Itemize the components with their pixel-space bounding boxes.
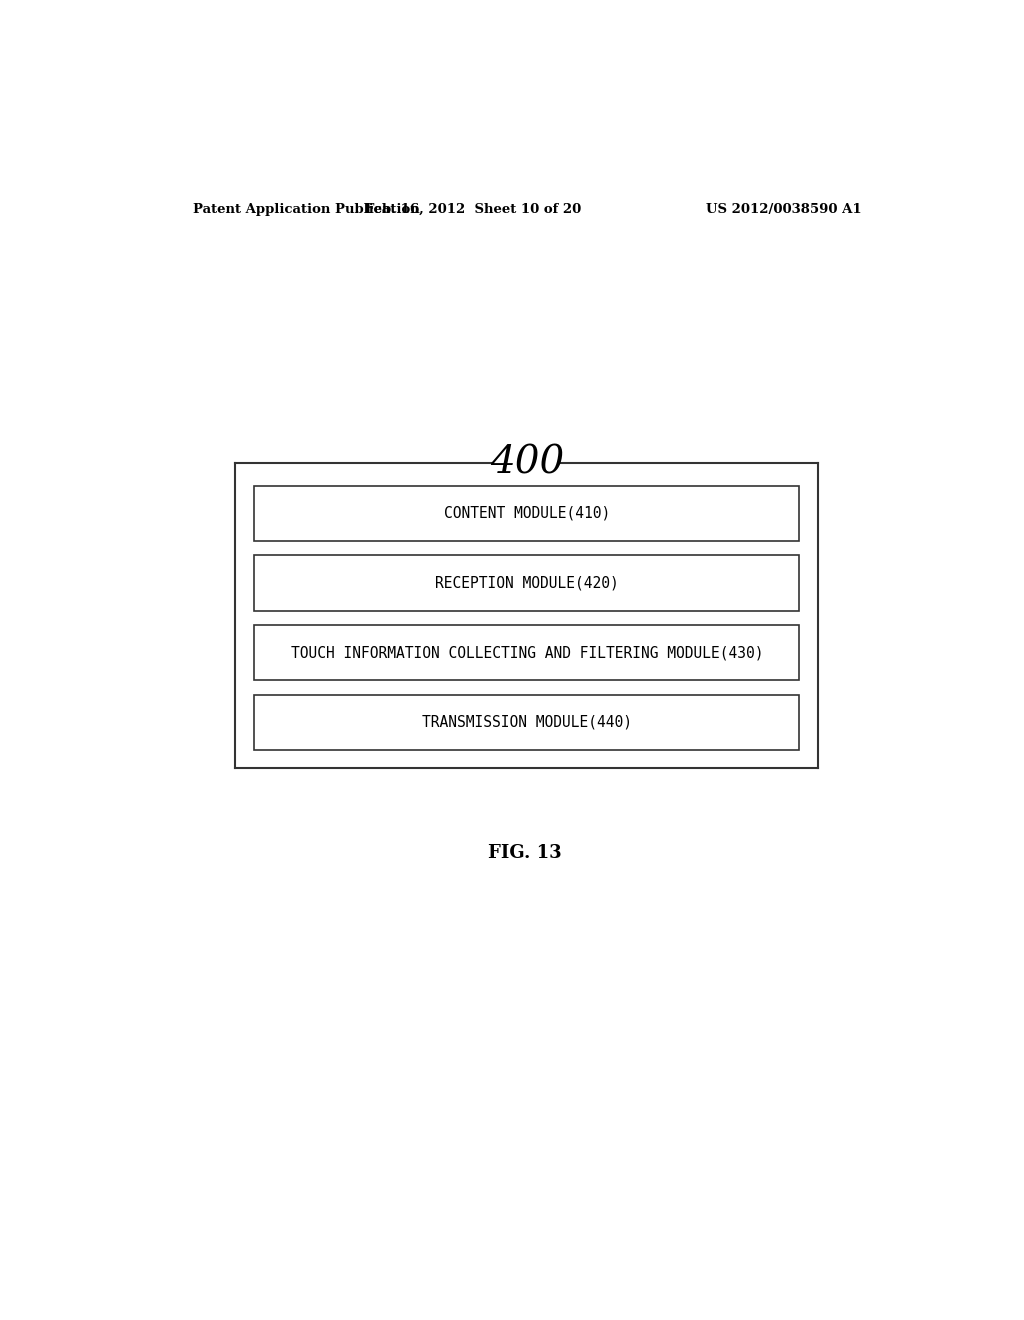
Text: FIG. 13: FIG. 13 bbox=[488, 845, 561, 862]
FancyBboxPatch shape bbox=[254, 624, 800, 680]
FancyBboxPatch shape bbox=[254, 694, 800, 750]
FancyBboxPatch shape bbox=[254, 556, 800, 611]
Text: TOUCH INFORMATION COLLECTING AND FILTERING MODULE(430): TOUCH INFORMATION COLLECTING AND FILTERI… bbox=[291, 645, 763, 660]
Text: Feb. 16, 2012  Sheet 10 of 20: Feb. 16, 2012 Sheet 10 of 20 bbox=[366, 203, 582, 216]
Text: CONTENT MODULE(410): CONTENT MODULE(410) bbox=[443, 506, 610, 521]
Text: US 2012/0038590 A1: US 2012/0038590 A1 bbox=[707, 203, 862, 216]
Text: 400: 400 bbox=[489, 445, 564, 482]
Text: TRANSMISSION MODULE(440): TRANSMISSION MODULE(440) bbox=[422, 714, 632, 730]
Text: RECEPTION MODULE(420): RECEPTION MODULE(420) bbox=[435, 576, 618, 590]
Text: Patent Application Publication: Patent Application Publication bbox=[194, 203, 420, 216]
FancyBboxPatch shape bbox=[254, 486, 800, 541]
